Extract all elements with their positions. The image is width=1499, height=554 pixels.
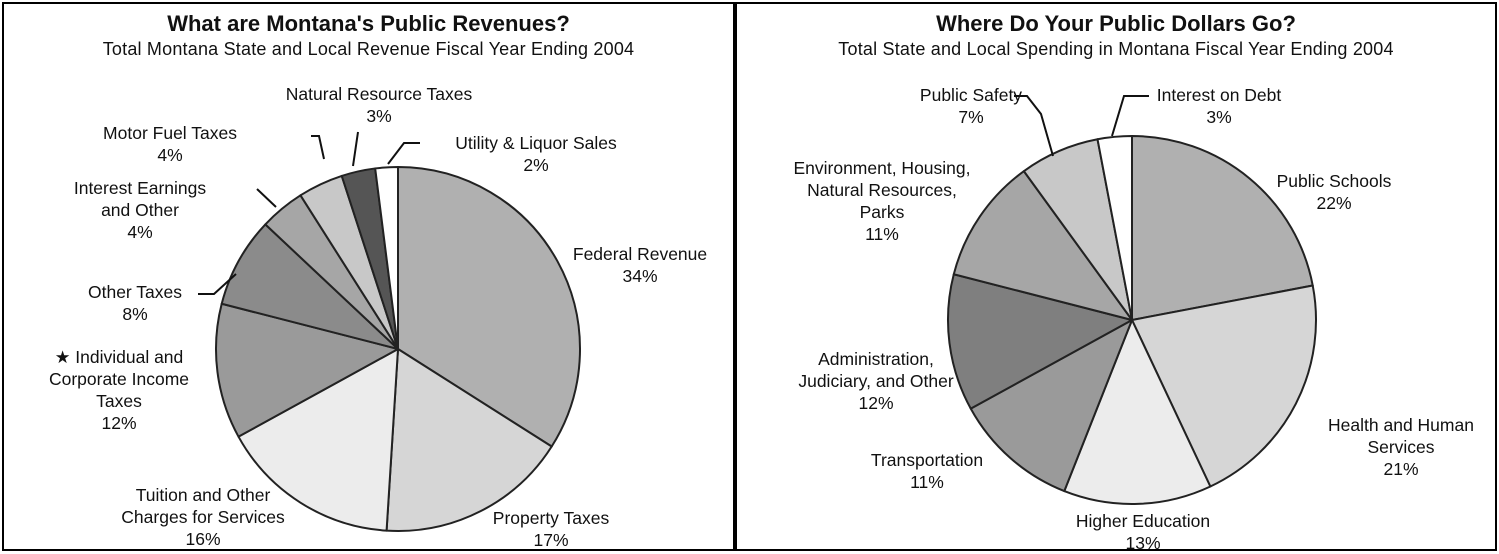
pie-slice: [1131, 284, 1317, 488]
slice-label: Higher Education 13%: [1076, 511, 1210, 553]
leader-line: [1111, 95, 1149, 137]
slice-label: Interest on Debt 3%: [1157, 85, 1282, 127]
leader-line: [311, 135, 325, 160]
pie-slice: [237, 348, 399, 532]
leader-line: [352, 131, 359, 167]
slice-label: Interest Earnings and Other 4%: [74, 178, 207, 242]
slice-label: Utility & Liquor Sales 2%: [455, 133, 617, 175]
pie-slice: [1063, 319, 1212, 505]
revenue-pie-chart: Federal Revenue 34% Property Taxes 17% Tuiti…: [49, 84, 707, 550]
slice-label: ★ Individual and Corporate Income Taxes 12%: [49, 347, 189, 433]
pie-slice: [969, 319, 1133, 493]
slice-label: Health and Human Services 21%: [1328, 415, 1474, 479]
slice-label: Administration, Judiciary, and Other 12%: [798, 349, 953, 413]
slice-label: Property Taxes 17%: [493, 508, 610, 550]
pie-slice: [220, 223, 399, 350]
leader-line: [387, 142, 420, 165]
spending-pie-chart: Public Schools 22% Health and Human Service…: [793, 85, 1474, 553]
slice-label: Tuition and Other Charges for Services 16%: [121, 485, 285, 549]
slice-label: Motor Fuel Taxes 4%: [103, 123, 237, 165]
slice-label: Public Safety 7%: [920, 85, 1022, 127]
pie-slice: [1096, 135, 1133, 321]
slice-label: Federal Revenue 34%: [573, 244, 707, 286]
pie-slice: [385, 348, 553, 532]
slice-label: Natural Resource Taxes 3%: [286, 84, 473, 126]
revenue-chart-panel: What are Montana's Public Revenues? Tota…: [2, 2, 735, 551]
pie-slice: [215, 302, 399, 438]
pie-slice: [397, 166, 581, 448]
pie-slice: [1131, 135, 1314, 321]
chart-subtitle: Total State and Local Spending in Montan…: [838, 39, 1394, 59]
chart-subtitle: Total Montana State and Local Revenue Fi…: [102, 39, 635, 59]
leader-line: [1014, 95, 1054, 157]
chart-title: Where Do Your Public Dollars Go?: [936, 11, 1296, 36]
leader-line: [256, 188, 277, 208]
slice-label: Environment, Housing, Natural Resources, P…: [793, 158, 970, 244]
pie-slice: [952, 170, 1133, 321]
leader-line: [198, 273, 237, 295]
chart-title: What are Montana's Public Revenues?: [167, 11, 570, 36]
spending-chart-panel: Where Do Your Public Dollars Go? Total S…: [735, 2, 1497, 553]
slice-label: Public Schools 22%: [1277, 171, 1392, 213]
slice-label: Other Taxes 8%: [88, 282, 182, 324]
pie-slice: [374, 166, 399, 350]
slice-label: Transportation 11%: [871, 450, 983, 492]
pie-slice: [947, 273, 1133, 410]
